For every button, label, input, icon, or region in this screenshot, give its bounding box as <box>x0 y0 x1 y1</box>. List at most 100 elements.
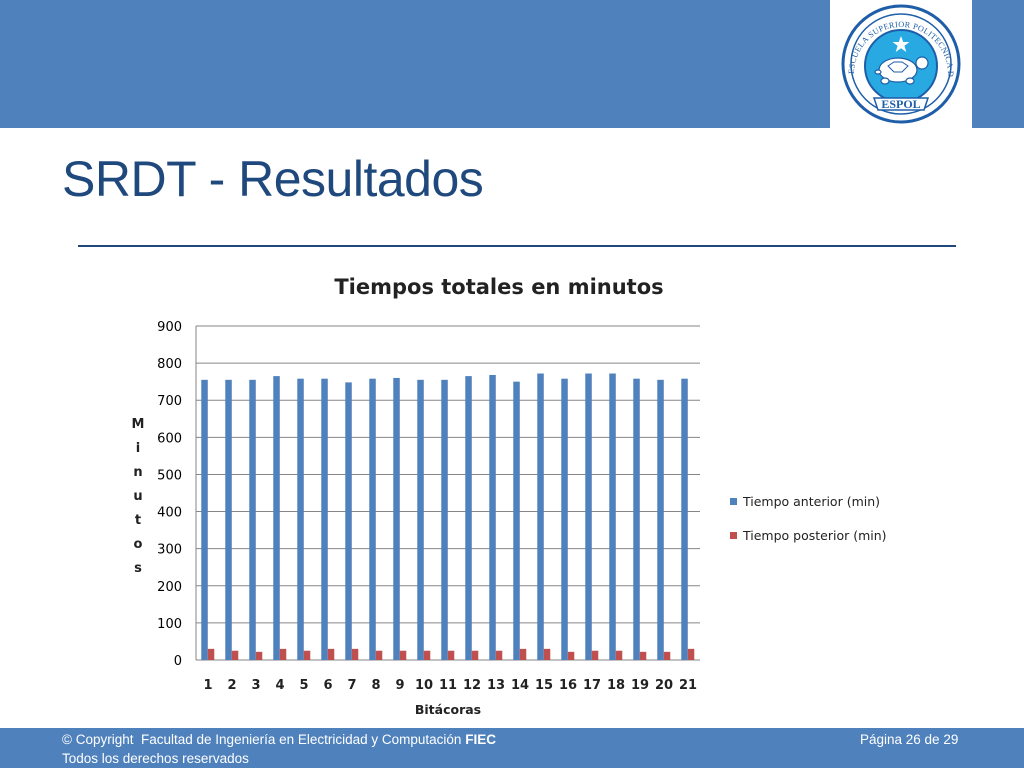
bar-tiempo-posterior <box>639 651 647 660</box>
y-tick-label: 500 <box>157 468 182 483</box>
x-tick-label: 1 <box>203 678 212 693</box>
bar-tiempo-posterior <box>279 648 287 660</box>
bar-tiempo-posterior <box>495 650 503 660</box>
bar-tiempo-anterior <box>297 378 304 660</box>
y-tick-label: 800 <box>157 357 182 372</box>
bar-tiempo-posterior <box>663 651 671 660</box>
x-tick-label: 15 <box>535 678 553 693</box>
bar-tiempo-posterior <box>519 648 527 660</box>
x-axis-label: Bitácoras <box>415 702 481 717</box>
espol-logo: ESCUELA SUPERIOR POLITECNICA DEL LITORAL… <box>827 0 972 128</box>
bar-tiempo-anterior <box>225 379 232 660</box>
bar-tiempo-posterior <box>423 650 431 660</box>
bar-chart: Tiempos totales en minutos 0 100 200 300 400 5… <box>100 260 960 725</box>
bar-tiempo-posterior <box>543 648 551 660</box>
bar-tiempo-anterior <box>681 378 688 660</box>
x-tick-label: 7 <box>347 678 356 693</box>
bar-tiempo-anterior <box>201 379 208 660</box>
y-tick-label: 400 <box>157 506 182 521</box>
espol-seal-icon: ESCUELA SUPERIOR POLITECNICA DEL LITORAL… <box>827 0 961 124</box>
x-tick-label: 2 <box>227 678 236 693</box>
bar-tiempo-posterior <box>471 650 479 660</box>
y-tick-label: 300 <box>157 543 182 558</box>
bar-tiempo-posterior <box>687 648 695 660</box>
bar-tiempo-anterior <box>417 379 424 660</box>
legend-label: Tiempo anterior (min) <box>742 494 880 509</box>
slide-title: SRDT - Resultados <box>62 151 484 207</box>
bar-tiempo-anterior <box>609 373 616 660</box>
bar-tiempo-anterior <box>441 379 448 660</box>
footer-copyright-line: © Copyright Facultad de Ingeniería en El… <box>62 732 496 747</box>
copyright-label: © Copyright <box>62 732 134 747</box>
y-axis-label-letter: M <box>132 417 145 432</box>
x-tick-label: 14 <box>511 678 529 693</box>
bar-tiempo-posterior <box>615 650 623 660</box>
chart-svg: Tiempos totales en minutos 0 100 200 300 400 5… <box>132 275 887 717</box>
y-tick-label: 700 <box>157 394 182 409</box>
bar-tiempo-posterior <box>351 648 359 660</box>
bar-tiempo-posterior <box>207 648 215 660</box>
footer-bar: © Copyright Facultad de Ingeniería en El… <box>0 728 1024 768</box>
bar-tiempo-posterior <box>231 650 239 660</box>
x-tick-label: 4 <box>275 678 284 693</box>
bar-tiempo-anterior <box>585 373 592 660</box>
bar-tiempo-anterior <box>321 378 328 660</box>
y-tick-label: 200 <box>157 580 182 595</box>
y-tick-label: 600 <box>157 431 182 446</box>
bar-tiempo-posterior <box>567 651 575 660</box>
x-tick-label: 12 <box>463 678 481 693</box>
legend-swatch <box>730 532 737 539</box>
bar-tiempo-anterior <box>345 382 352 660</box>
y-axis-label-letter: i <box>136 441 140 456</box>
y-tick-label: 100 <box>157 617 182 632</box>
x-tick-label: 6 <box>323 678 332 693</box>
y-tick-label: 0 <box>174 654 182 669</box>
y-axis-label-letter: o <box>134 537 143 552</box>
bar-tiempo-anterior <box>369 378 376 660</box>
bar-tiempo-posterior <box>327 648 335 660</box>
bar-tiempo-anterior <box>633 378 640 660</box>
bar-tiempo-posterior <box>399 650 407 660</box>
bar-tiempo-anterior <box>489 374 496 660</box>
bar-tiempo-anterior <box>393 377 400 660</box>
bar-tiempo-anterior <box>465 376 472 660</box>
bar-tiempo-anterior <box>537 373 544 660</box>
logo-banner-text: ESPOL <box>881 97 920 111</box>
x-tick-label: 8 <box>371 678 380 693</box>
x-tick-label: 18 <box>607 678 625 693</box>
legend-label: Tiempo posterior (min) <box>742 528 887 543</box>
x-tick-label: 10 <box>415 678 433 693</box>
x-tick-label: 21 <box>679 678 697 693</box>
y-axis-label-letter: s <box>134 561 142 576</box>
bar-tiempo-anterior <box>657 379 664 660</box>
x-tick-label: 5 <box>299 678 308 693</box>
x-tick-label: 17 <box>583 678 601 693</box>
legend-swatch <box>730 498 737 505</box>
bar-tiempo-posterior <box>591 650 599 660</box>
faculty-abbr: FIEC <box>465 732 496 747</box>
y-axis-label-letter: u <box>133 489 142 504</box>
x-tick-label: 19 <box>631 678 649 693</box>
y-axis-label-letter: n <box>133 465 142 480</box>
footer-rights: Todos los derechos reservados <box>62 751 249 766</box>
chart-title: Tiempos totales en minutos <box>334 275 663 299</box>
bar-tiempo-posterior <box>447 650 455 660</box>
y-axis-label-letter: t <box>135 513 141 528</box>
bar-tiempo-posterior <box>255 651 263 660</box>
title-divider <box>78 245 956 247</box>
bar-tiempo-posterior <box>375 650 383 660</box>
x-tick-label: 3 <box>251 678 260 693</box>
y-tick-label: 900 <box>157 320 182 335</box>
bar-tiempo-anterior <box>249 379 256 660</box>
bar-tiempo-anterior <box>513 381 520 660</box>
x-tick-label: 16 <box>559 678 577 693</box>
bar-tiempo-posterior <box>303 650 311 660</box>
faculty-name: Facultad de Ingeniería en Electricidad y… <box>141 732 462 747</box>
x-tick-label: 9 <box>395 678 404 693</box>
bar-tiempo-anterior <box>561 378 568 660</box>
bar-tiempo-anterior <box>273 376 280 660</box>
x-tick-label: 11 <box>439 678 457 693</box>
x-tick-label: 13 <box>487 678 505 693</box>
page-indicator: Página 26 de 29 <box>860 732 959 747</box>
x-tick-label: 20 <box>655 678 673 693</box>
